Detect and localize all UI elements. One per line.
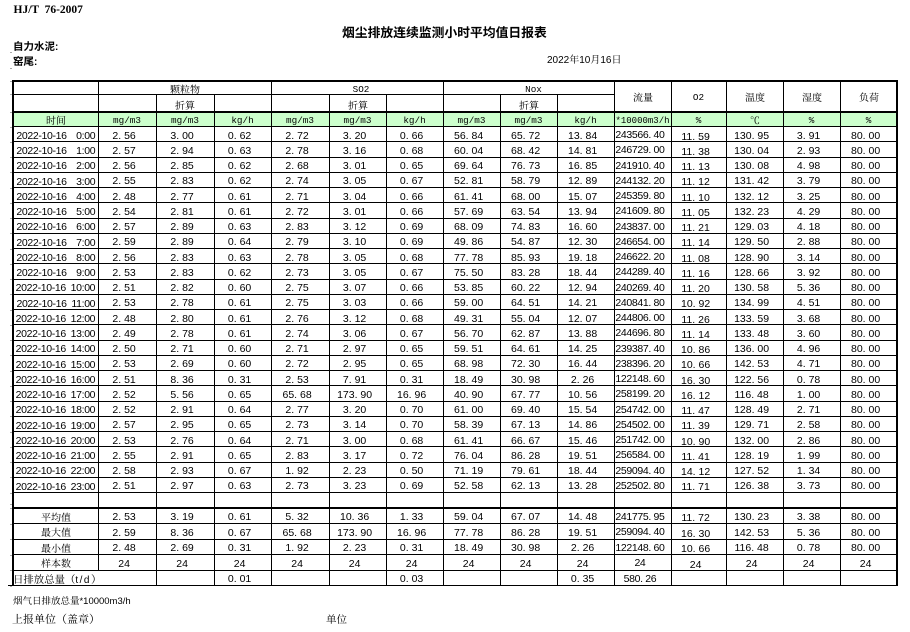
svg-text:*10000m3/h: *10000m3/h	[79, 596, 130, 607]
svg-text::: :	[34, 56, 37, 67]
svg-text:t/d: t/d	[75, 575, 91, 586]
svg-text:2022: 2022	[547, 55, 570, 66]
svg-text:16: 16	[600, 55, 612, 66]
svg-text::: :	[55, 42, 58, 53]
svg-text:10: 10	[579, 55, 591, 66]
